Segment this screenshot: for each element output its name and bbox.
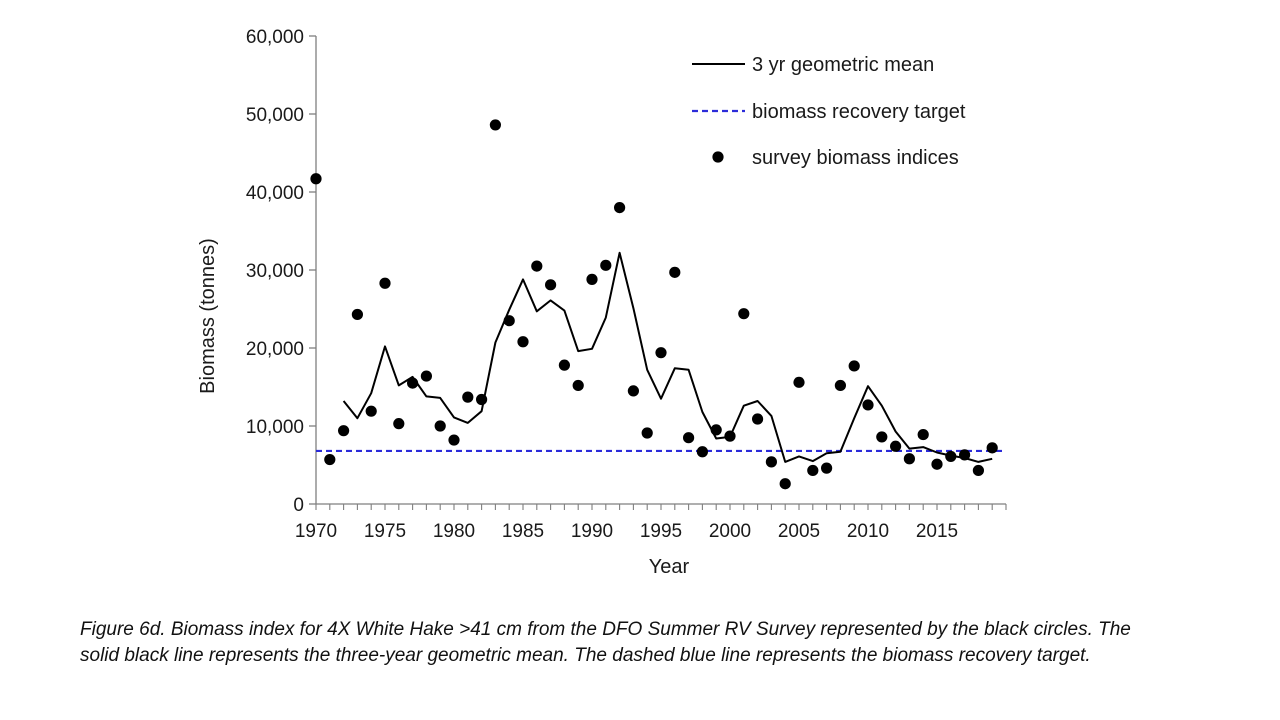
survey-point (669, 266, 681, 278)
survey-point (393, 418, 405, 430)
x-tick-label: 1990 (571, 521, 613, 542)
x-tick-label: 1970 (295, 521, 337, 542)
survey-point (545, 279, 557, 291)
survey-point (407, 377, 419, 389)
survey-point (752, 413, 764, 425)
survey-point (945, 450, 957, 463)
survey-point (710, 424, 722, 436)
survey-point (696, 446, 709, 458)
figure-caption: Figure 6d. Biomass index for 4X White Ha… (80, 619, 1131, 666)
survey-points-layer (310, 119, 998, 490)
x-tick-label: 1975 (364, 521, 406, 542)
survey-point (807, 464, 819, 477)
legend-mean-label: 3 yr geometric mean (752, 54, 934, 76)
x-tick-label: 2010 (847, 521, 889, 542)
x-axis-title: Year (649, 556, 690, 578)
x-tick-label: 1980 (433, 521, 475, 542)
survey-point (972, 464, 985, 477)
y-tick-label: 20,000 (246, 339, 304, 360)
survey-point (462, 391, 474, 403)
survey-point (641, 427, 653, 439)
x-tick-label: 1985 (502, 521, 544, 542)
survey-point (614, 202, 626, 214)
x-tick-label: 1995 (640, 521, 682, 542)
survey-point (531, 260, 543, 272)
survey-point (448, 434, 460, 446)
survey-point (365, 405, 377, 417)
y-tick-label: 60,000 (246, 27, 304, 48)
survey-point (600, 259, 612, 271)
survey-point (655, 347, 667, 359)
geometric-mean-line (342, 251, 993, 463)
survey-point (503, 315, 515, 327)
survey-point (489, 119, 501, 131)
y-tick-label: 10,000 (246, 417, 304, 438)
y-axis-title: Biomass (tonnes) (197, 238, 219, 394)
survey-point (848, 360, 860, 372)
legend: 3 yr geometric mean biomass recovery targ… (692, 54, 966, 169)
mean-line-layer (342, 251, 993, 463)
survey-point (724, 430, 736, 442)
survey-point (586, 273, 598, 285)
survey-point (986, 442, 998, 454)
survey-point (324, 453, 336, 466)
survey-point (683, 432, 695, 444)
survey-point (627, 385, 640, 397)
x-tick-label: 2015 (916, 521, 958, 542)
survey-point (821, 462, 833, 474)
survey-point (765, 456, 778, 468)
legend-points-swatch (712, 151, 724, 163)
x-tick-label: 2000 (709, 521, 751, 542)
survey-point (862, 399, 874, 411)
y-tick-label: 50,000 (246, 105, 304, 126)
survey-point (517, 336, 529, 348)
survey-point (834, 379, 847, 392)
survey-point (420, 370, 432, 382)
survey-point (351, 308, 363, 321)
y-tick-label: 30,000 (246, 261, 304, 282)
survey-point (310, 173, 322, 185)
survey-point (779, 478, 791, 490)
survey-point (793, 376, 805, 388)
survey-point (572, 379, 584, 392)
legend-target-label: biomass recovery target (752, 101, 966, 123)
survey-point (558, 359, 571, 371)
survey-point (379, 277, 391, 289)
survey-point (931, 458, 943, 470)
survey-point (434, 420, 446, 432)
survey-point (903, 453, 916, 465)
survey-point (338, 425, 350, 437)
y-tick-label: 40,000 (246, 183, 304, 204)
legend-points-label: survey biomass indices (752, 147, 959, 169)
survey-point (917, 428, 929, 441)
survey-point (738, 308, 750, 320)
y-tick-label: 0 (293, 495, 304, 516)
survey-point (890, 440, 902, 452)
survey-point (959, 449, 971, 461)
x-tick-label: 2005 (778, 521, 820, 542)
survey-point (876, 431, 888, 443)
survey-point (476, 393, 488, 406)
biomass-chart: 0 10,000 20,000 30,000 40,000 50,000 60,000 197… (197, 27, 1007, 578)
axes: 0 10,000 20,000 30,000 40,000 50,000 60,000 197… (197, 27, 1007, 578)
